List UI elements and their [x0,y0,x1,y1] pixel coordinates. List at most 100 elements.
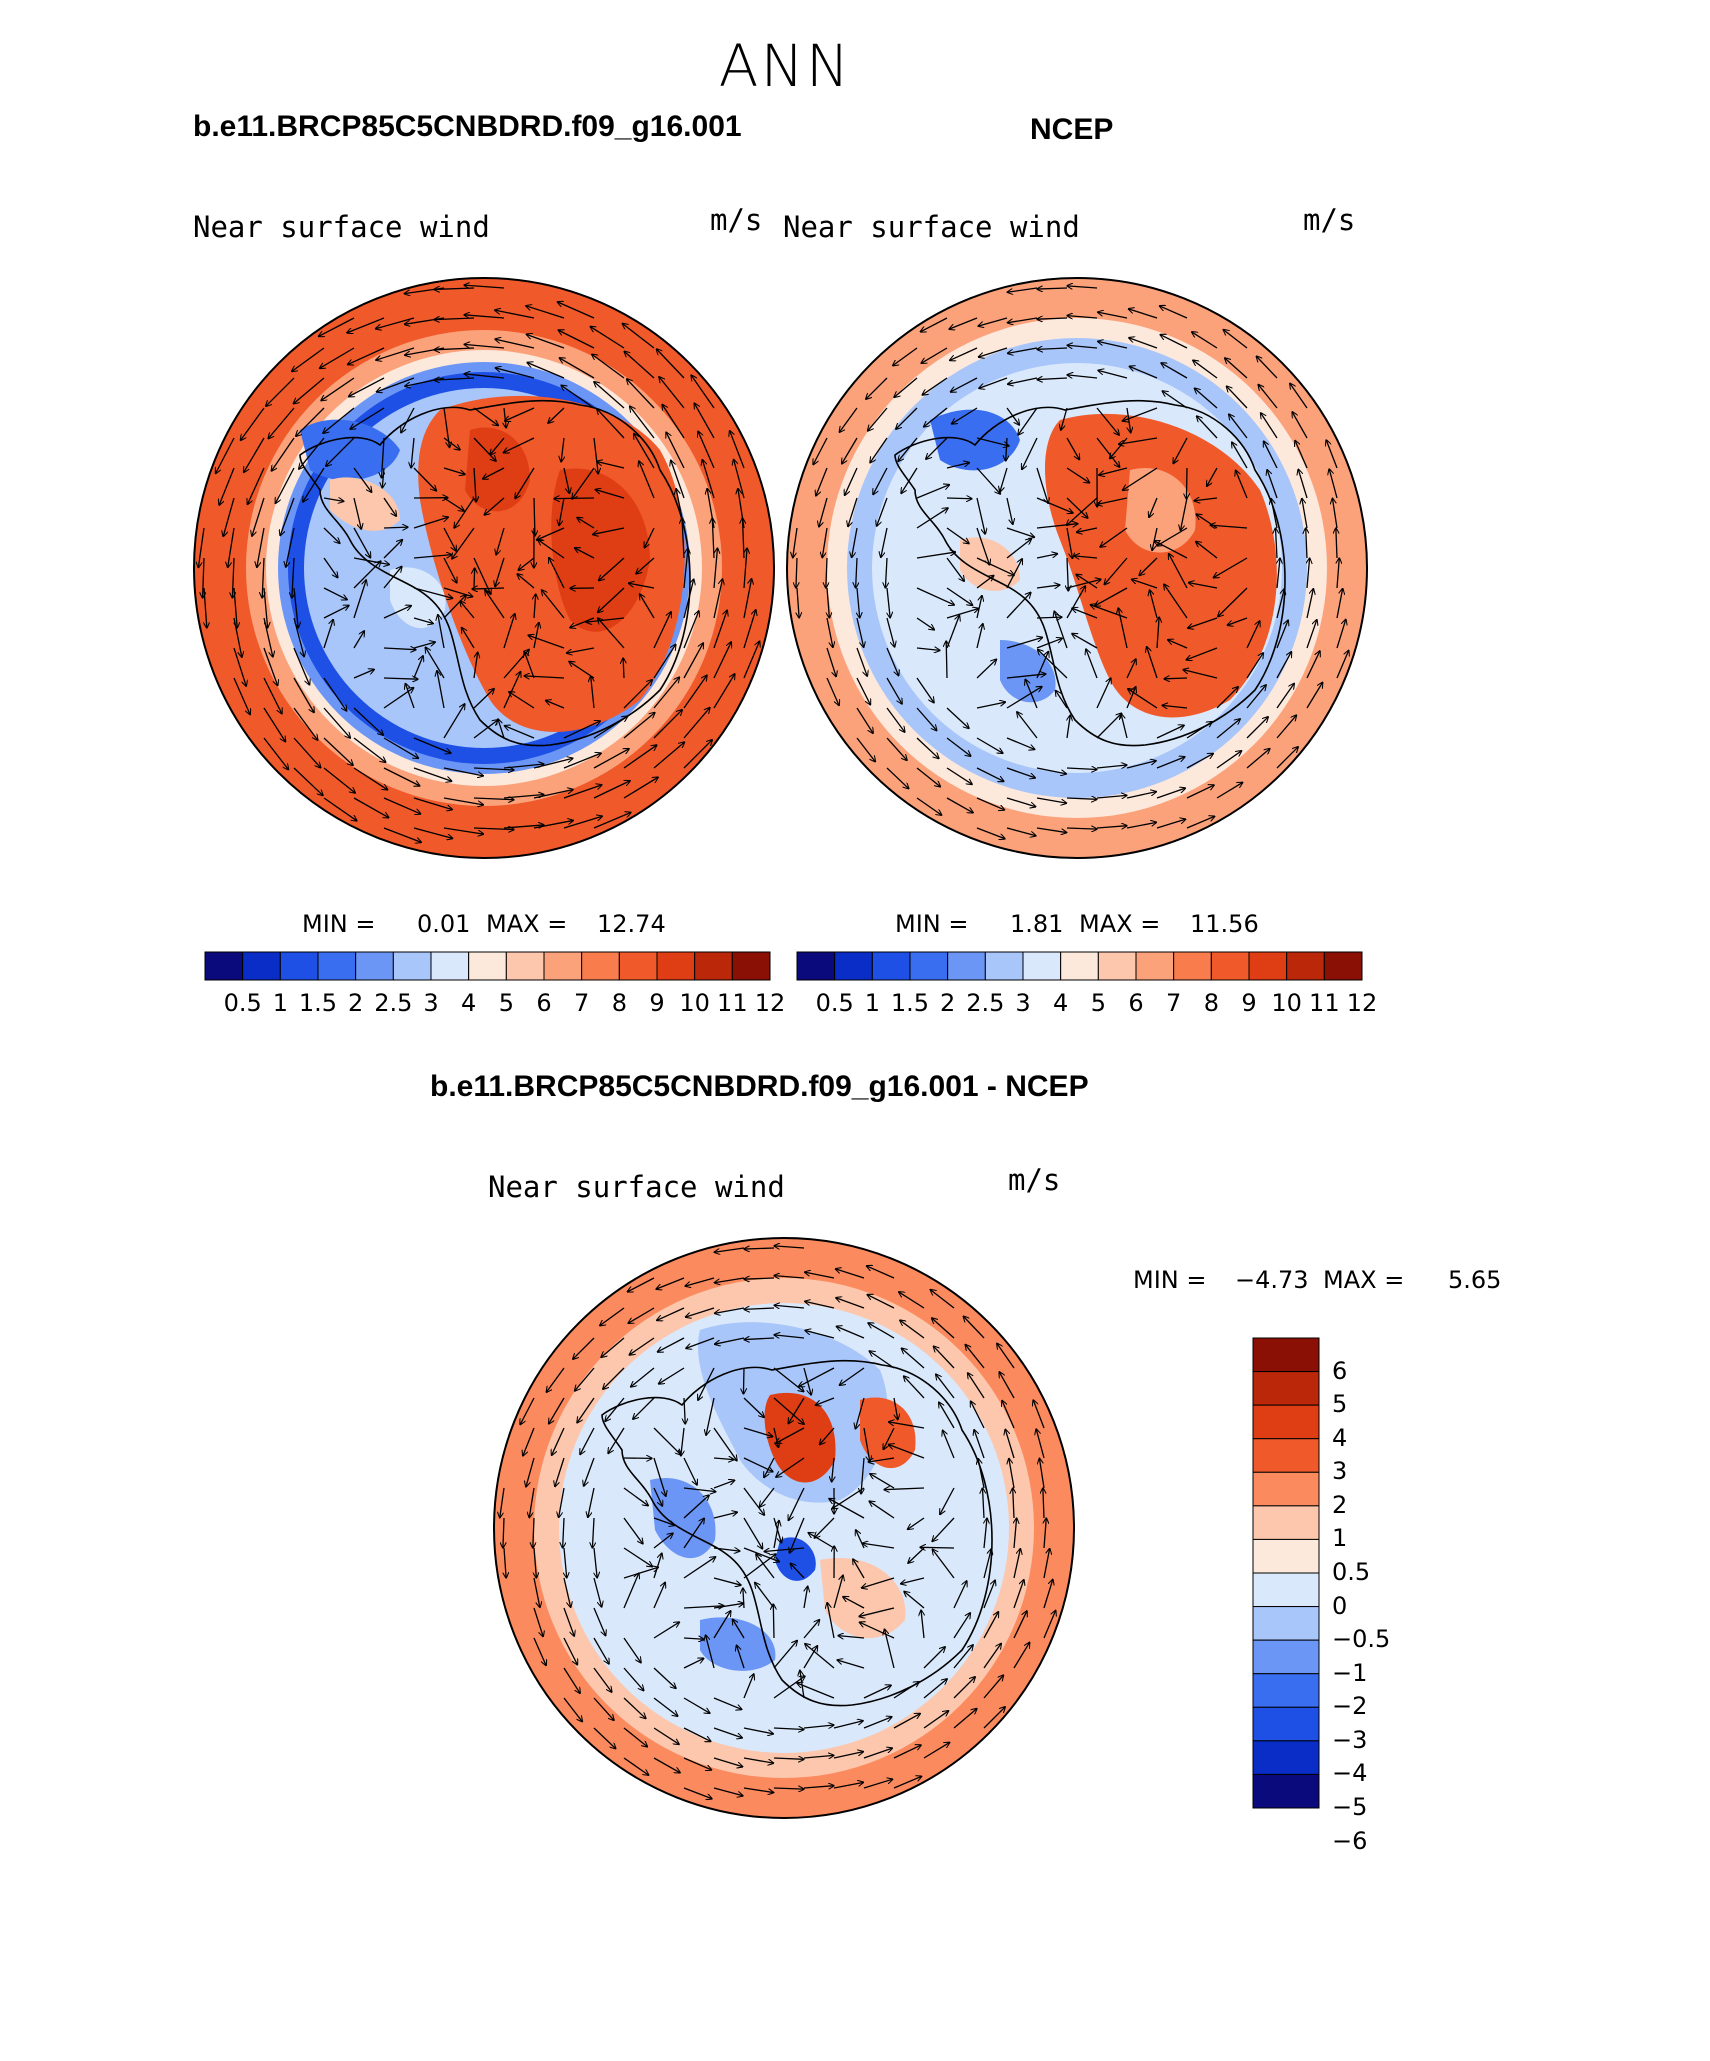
wind-vector [744,1338,775,1340]
wind-vector [533,820,573,829]
wind-vector [820,1427,835,1445]
model-map [194,278,774,858]
wind-vector [853,1559,865,1579]
wind-vector [653,1487,662,1506]
wind-vector [413,517,448,529]
wind-vector [894,377,918,397]
colorbar-swatch [731,951,771,981]
wind-vector [1157,617,1159,649]
wind-vector [528,635,565,649]
wind-vector [1013,1580,1024,1609]
wind-vector [773,1788,804,1789]
wind-vector [691,375,715,409]
wind-vector [714,1277,745,1283]
wind-vector [644,527,655,548]
colorbar-swatch [1252,1639,1320,1675]
wind-vector [946,527,969,544]
colorbar-tick-label: 5 [1332,1390,1348,1419]
wind-vector [833,1782,863,1789]
wind-vector [293,707,318,740]
colorbar-swatch [796,951,836,981]
wind-vector [901,1348,925,1369]
wind-vector [861,1457,864,1494]
wind-vector [984,1518,987,1549]
wind-vector [1096,826,1127,828]
wind-vector [353,580,366,619]
wind-vector [1013,1642,1030,1669]
wind-vector [653,1427,681,1455]
wind-vector [1336,619,1346,649]
wind-vector [1066,828,1097,829]
wind-vector [933,1346,955,1369]
wind-vector [244,437,265,472]
colorbar-tick-label: 0 [1332,1591,1348,1620]
colorbar-tick-label: −5 [1332,1793,1368,1821]
wind-vector [946,797,973,813]
wind-vector [683,1457,697,1485]
wind-vector [877,497,888,526]
wind-vector [1169,554,1188,589]
wind-vector [266,377,295,406]
wind-vector [1066,798,1097,799]
wind-vector [827,1603,835,1639]
wind-vector [1227,617,1248,625]
wind-vector [976,737,1003,753]
colorbar-swatch [694,951,733,981]
colorbar-tick-label: 4 [1332,1423,1348,1452]
wind-vector [1173,437,1188,464]
wind-vector [413,555,452,559]
colorbar-tick-label: 2 [940,989,956,1017]
wind-vector [683,548,688,589]
wind-vector [683,1757,712,1770]
wind-vector [1090,605,1128,619]
wind-vector [628,1307,655,1323]
colorbar-swatch [1135,951,1175,981]
wind-vector [773,1397,804,1424]
wind-vector [946,498,972,499]
wind-vector [524,652,535,679]
wind-vector [1104,557,1128,585]
wind-vector [713,1427,737,1461]
wind-vector [1267,470,1278,499]
colorbar-tick-label: 0.5 [815,989,854,1017]
wind-vector [490,437,505,455]
wind-vector [702,460,715,499]
wind-vector [978,317,1008,326]
wind-vector [577,1397,595,1423]
colorbar-tick-label: 1 [1332,1524,1348,1553]
wind-vector [713,1577,741,1585]
wind-vector [1229,414,1248,439]
wind-vector [683,1518,704,1549]
wind-vector [657,1337,685,1352]
wind-vector [1043,1549,1050,1579]
wind-vector [744,1308,775,1309]
wind-vector [353,557,389,565]
wind-vector [1096,795,1127,798]
wind-vector [683,1487,716,1492]
wind-vector [1156,819,1186,829]
wind-vector [714,1247,745,1252]
wind-vector [838,1636,865,1638]
wind-vector [1036,617,1062,618]
wind-vector [271,437,295,471]
wind-vector [1154,541,1188,559]
wind-vector [1096,407,1119,435]
wind-vector [529,1487,535,1518]
wind-vector [863,1427,870,1462]
wind-vector [1246,653,1263,679]
wind-vector [460,601,475,619]
wind-vector [223,497,235,537]
wind-vector [473,828,514,830]
colorbar-tick-label: 8 [611,989,627,1017]
wind-vector [292,557,294,598]
wind-vector [803,1786,834,1788]
wind-vector [659,377,685,409]
wind-vector [1186,647,1218,660]
wind-vector [319,317,355,336]
wind-vector [946,608,979,619]
colorbar-tick-label: −1 [1332,1658,1368,1687]
colorbar-tick-label: 6 [1332,1356,1348,1385]
wind-vector [323,587,347,600]
wind-vector [473,768,514,770]
wind-vector [715,1337,745,1344]
